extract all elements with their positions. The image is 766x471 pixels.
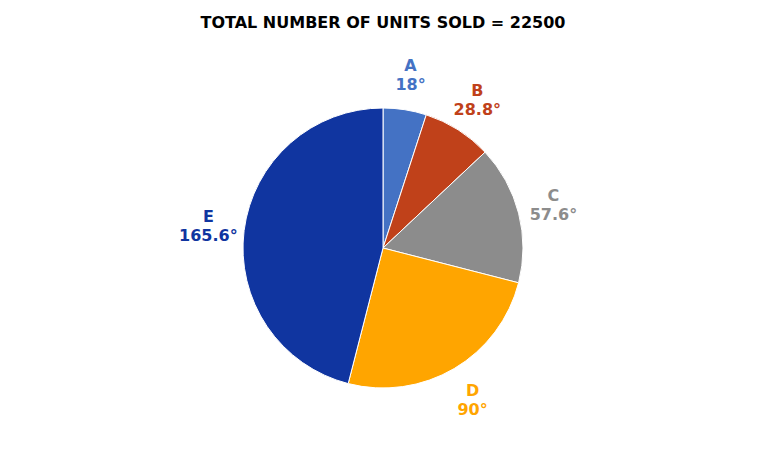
html-text:TOTAL NUMBER OF UNITS SOLD = 2: TOTAL NUMBER OF UNITS SOLD = 22500 [200, 13, 566, 32]
svg-text:165.6°: 165.6° [179, 226, 238, 245]
svg-text:D: D [466, 381, 479, 400]
svg-text:57.6°: 57.6° [530, 205, 577, 224]
svg-text:18°: 18° [395, 75, 425, 94]
svg-text:B: B [471, 81, 483, 100]
svg-text:E: E [203, 207, 214, 226]
svg-text:90°: 90° [457, 400, 487, 419]
svg-text:C: C [548, 186, 560, 205]
svg-text:A: A [404, 56, 417, 75]
svg-text:28.8°: 28.8° [454, 100, 501, 119]
